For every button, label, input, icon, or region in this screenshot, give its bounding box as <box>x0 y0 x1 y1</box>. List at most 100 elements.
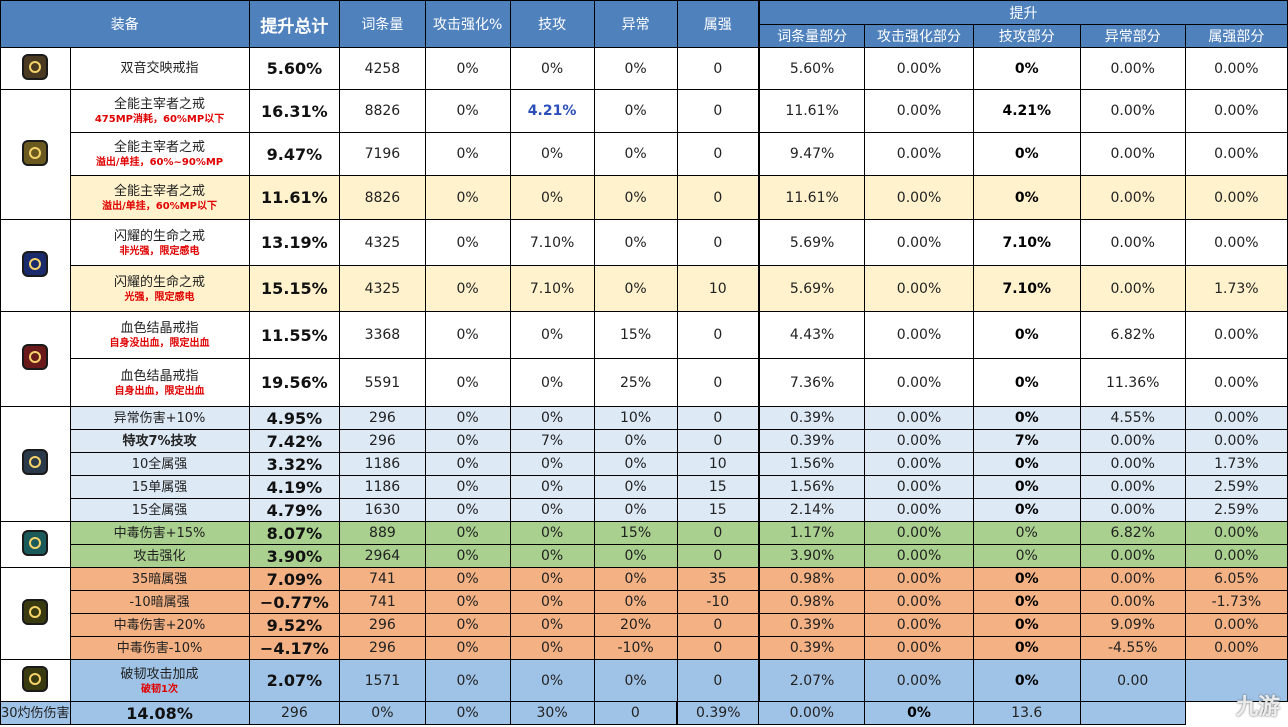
p-abnormal-cell: 6.82% <box>1079 521 1186 545</box>
skill-cell: 0% <box>509 132 595 176</box>
table-row: 35暗属强 7.09% 741 0% 0% 0% 35 0.98% 0.00% 0% 0.00% 6.… <box>0 567 1288 660</box>
p-atk-cell: 0.00% <box>864 613 974 637</box>
p-element-cell: 1.73% <box>1184 452 1288 476</box>
p-element-cell: 0.00% <box>1184 406 1288 430</box>
element-cell: 0 <box>593 701 678 725</box>
atk-cell: 0% <box>424 659 511 702</box>
p-atk-cell: 0.00% <box>864 521 974 545</box>
skill-cell: 0% <box>509 521 595 545</box>
total-cell: 4.19% <box>248 475 341 499</box>
entries-cell: 296 <box>339 613 426 637</box>
equip-icon-cell <box>0 219 71 312</box>
skill-cell: 0% <box>509 452 595 476</box>
p-element-cell: 0.00% <box>1184 89 1288 133</box>
abnormal-cell: 0% <box>593 475 678 499</box>
equip-name: 中毒伤害+15% <box>113 525 206 541</box>
p-atk-cell: 0.00% <box>864 544 974 568</box>
entries-cell: 1186 <box>339 452 426 476</box>
abnormal-cell: 15% <box>593 311 678 359</box>
equip-name-cell: 双音交映戒指 <box>69 47 250 90</box>
p-entries-cell: 3.90% <box>757 544 866 568</box>
skill-cell: 0% <box>509 590 595 614</box>
abnormal-cell: 0% <box>593 429 678 453</box>
total-cell: 5.60% <box>248 47 341 90</box>
equip-name-cell: 攻击强化 <box>69 544 250 568</box>
equip-name-cell: 血色结晶戒指 自身出血，限定出血 <box>69 358 250 407</box>
p-entries-cell: 0.98% <box>757 590 866 614</box>
equip-name-cell: 闪耀的生命之戒 光强，限定感电 <box>69 265 250 312</box>
equip-name-cell: 全能主宰者之戒 475MP消耗，60%MP以下 <box>69 89 250 133</box>
equip-icon-cell <box>0 311 71 407</box>
element-cell: 0 <box>676 636 760 660</box>
p-atk-cell: 0.00% <box>864 590 974 614</box>
element-cell: 10 <box>676 452 760 476</box>
p-entries-cell: 5.60% <box>757 47 866 90</box>
p-abnormal-cell: 0.00% <box>1079 590 1186 614</box>
header-total: 提升总计 <box>248 0 341 48</box>
equip-name: 15单属强 <box>131 479 188 495</box>
p-abnormal-cell: 0.00% <box>1079 544 1186 568</box>
p-abnormal-cell: 4.55% <box>1079 406 1186 430</box>
skill-cell: 0% <box>509 311 595 359</box>
p-abnormal-cell: 0.00% <box>1079 47 1186 90</box>
p-abnormal-cell: 0.00% <box>1079 498 1186 522</box>
ring-3-icon <box>24 252 47 275</box>
entries-cell: 1186 <box>339 475 426 499</box>
equip-name: 30灼伤伤害 <box>1 705 70 721</box>
entries-cell: 5591 <box>339 358 426 407</box>
skill-cell: 0% <box>509 659 595 702</box>
p-skill-cell: 0% <box>864 701 974 725</box>
abnormal-cell: 0% <box>593 544 678 568</box>
equip-name-cell: 特攻7%技攻 <box>69 429 250 453</box>
p-entries-cell: 1.56% <box>757 452 866 476</box>
total-cell: 4.79% <box>248 498 341 522</box>
abnormal-cell: 0% <box>593 452 678 476</box>
equip-name: 中毒伤害-10% <box>116 640 203 656</box>
p-atk-cell: 0.00% <box>864 132 974 176</box>
entries-cell: 296 <box>339 406 426 430</box>
equip-icon-cell <box>0 406 71 522</box>
p-entries-cell: 1.56% <box>757 475 866 499</box>
equip-name-cell: 异常伤害+10% <box>69 406 250 430</box>
table-row: 异常伤害+10% 4.95% 296 0% 0% 10% 0 0.39% 0.00% 0% 4.55… <box>0 406 1288 522</box>
element-cell: 0 <box>676 429 760 453</box>
p-skill-cell: 0% <box>972 406 1081 430</box>
p-atk-cell: 0.00% <box>864 636 974 660</box>
p-element-cell: 0.00% <box>1184 613 1288 637</box>
atk-cell: 0% <box>424 89 511 133</box>
p-skill-cell: 0% <box>972 475 1081 499</box>
header-p-abnormal: 异常部分 <box>1079 24 1186 48</box>
element-cell: 35 <box>676 567 760 591</box>
p-entries-cell: 5.69% <box>757 219 866 266</box>
total-cell: 3.90% <box>248 544 341 568</box>
p-element-cell: 0.00% <box>1184 544 1288 568</box>
equip-condition: 溢出/单挂，60%~90%MP <box>95 157 224 168</box>
equip-name-cell: 闪耀的生命之戒 非光强，限定感电 <box>69 219 250 266</box>
p-element-cell: 0.00% <box>1184 219 1288 266</box>
p-element-cell: 0.00% <box>1184 636 1288 660</box>
total-cell: 7.09% <box>248 567 341 591</box>
header-atk: 攻击强化% <box>424 0 511 48</box>
ring-7-icon <box>24 600 47 623</box>
p-element-cell: 2.59% <box>1184 498 1288 522</box>
abnormal-cell: 0% <box>593 219 678 266</box>
skill-cell: 0% <box>509 544 595 568</box>
header-abnormal: 异常 <box>593 0 678 48</box>
p-entries-cell: 11.61% <box>757 175 866 220</box>
watermark: 九游 <box>1235 695 1280 720</box>
equip-condition: 自身出血，限定出血 <box>114 385 205 397</box>
p-element-cell: 0.00% <box>1184 521 1288 545</box>
p-element-cell: -1.73% <box>1184 590 1288 614</box>
p-skill-cell: 7% <box>972 429 1081 453</box>
skill-cell: 4.21% <box>509 89 595 133</box>
element-cell: 0 <box>676 89 760 133</box>
p-entries-cell: 7.36% <box>757 358 866 407</box>
equip-name-cell: 中毒伤害-10% <box>69 636 250 660</box>
p-atk-cell: 0.00% <box>864 567 974 591</box>
p-element-cell: 1.73% <box>1184 265 1288 312</box>
p-element-cell: 0.00% <box>1184 175 1288 220</box>
p-atk-cell: 0.00% <box>864 175 974 220</box>
atk-cell: 0% <box>424 132 511 176</box>
p-atk-cell: 0.00% <box>864 452 974 476</box>
